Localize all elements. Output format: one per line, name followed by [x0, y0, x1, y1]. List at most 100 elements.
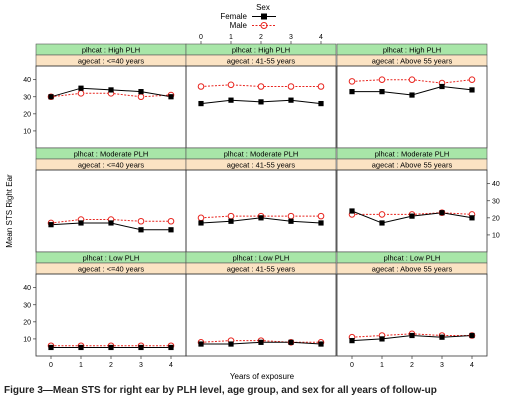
panel-frame	[35, 169, 187, 253]
point-male	[287, 83, 295, 90]
point-female	[78, 85, 84, 91]
x-tick-label: 0	[350, 362, 354, 369]
point-female	[258, 339, 264, 345]
y-tick-label: 10	[23, 128, 31, 135]
point-male	[167, 217, 175, 225]
point-female	[469, 215, 475, 221]
y-tick-label: 10	[492, 232, 500, 239]
panel-frame	[336, 273, 488, 357]
strip-plhcat-label: plhcat : High PLH	[82, 46, 140, 55]
strip-plhcat-label: plhcat : Low PLH	[233, 254, 290, 263]
x-tick-label: 0	[199, 34, 203, 41]
point-female	[469, 87, 475, 93]
point-female	[138, 344, 144, 351]
point-female	[108, 344, 114, 351]
strip-agecat-label: agecat : 41-55 years	[227, 161, 296, 170]
point-female	[318, 341, 324, 347]
point-female	[469, 332, 475, 339]
y-tick-label: 20	[23, 111, 31, 118]
point-female	[138, 227, 144, 233]
point-female	[379, 220, 385, 226]
legend-label-female: Female	[220, 12, 247, 21]
y-tick-label: 40	[23, 285, 31, 292]
y-tick-label: 30	[492, 198, 500, 205]
point-female	[439, 83, 445, 90]
point-female	[288, 339, 294, 345]
point-male	[137, 217, 145, 225]
strip-agecat-label: agecat : Above 55 years	[372, 57, 453, 66]
point-male	[227, 81, 235, 89]
y-axis-title: Mean STS Right Ear	[5, 174, 14, 248]
point-female	[379, 336, 385, 342]
y-tick-label: 30	[23, 302, 31, 309]
point-male	[287, 212, 295, 220]
point-female	[48, 222, 54, 228]
point-male	[77, 90, 85, 97]
x-tick-label: 4	[169, 362, 173, 369]
point-male	[197, 214, 205, 222]
y-tick-label: 20	[492, 215, 500, 222]
point-female	[108, 220, 114, 226]
point-male	[408, 76, 416, 83]
point-male	[197, 83, 205, 90]
legend-marker-male	[260, 22, 268, 29]
point-female	[349, 338, 355, 344]
strip-plhcat-label: plhcat : Low PLH	[384, 254, 441, 263]
x-tick-label: 2	[109, 362, 113, 369]
point-female	[258, 99, 264, 105]
point-female	[439, 210, 445, 216]
strip-agecat-label: agecat : 41-55 years	[227, 57, 296, 66]
point-male	[378, 211, 386, 218]
legend-title: Sex	[256, 3, 270, 12]
y-tick-label: 30	[23, 94, 31, 101]
strip-agecat-label: agecat : <=40 years	[78, 265, 145, 274]
x-tick-label: 3	[440, 362, 444, 369]
point-female	[168, 227, 174, 233]
y-tick-label: 40	[23, 77, 31, 84]
x-tick-label: 2	[259, 34, 263, 41]
legend-label-male: Male	[230, 21, 248, 30]
point-female	[228, 97, 234, 103]
x-tick-label: 3	[289, 34, 293, 41]
point-female	[168, 344, 174, 351]
point-female	[258, 215, 264, 221]
x-tick-label: 0	[49, 362, 53, 369]
panel-frame	[185, 169, 337, 253]
strip-plhcat-label: plhcat : High PLH	[232, 46, 290, 55]
point-male	[137, 93, 145, 101]
point-female	[48, 344, 54, 351]
x-tick-label: 4	[319, 34, 323, 41]
y-tick-label: 40	[492, 181, 500, 188]
y-tick-label: 20	[23, 319, 31, 326]
strip-agecat-label: agecat : <=40 years	[78, 57, 145, 66]
panel-frame	[336, 169, 488, 253]
point-female	[288, 218, 294, 224]
point-female	[409, 332, 415, 339]
x-tick-label: 2	[410, 362, 414, 369]
point-male	[378, 76, 386, 83]
point-female	[48, 94, 54, 100]
point-female	[168, 94, 174, 100]
point-female	[198, 100, 204, 107]
point-female	[228, 341, 234, 347]
figure-caption: Figure 3—Mean STS for right ear by PLH l…	[4, 385, 437, 396]
panel-frame	[35, 65, 187, 149]
strip-plhcat-label: plhcat : Low PLH	[83, 254, 140, 263]
panel-frame	[185, 65, 337, 149]
point-male	[317, 83, 325, 90]
y-tick-label: 10	[23, 336, 31, 343]
point-male	[348, 78, 356, 85]
point-female	[198, 220, 204, 226]
strip-agecat-label: agecat : Above 55 years	[372, 265, 453, 274]
strip-plhcat-label: plhcat : Moderate PLH	[375, 150, 450, 159]
point-female	[409, 213, 415, 219]
strip-plhcat-label: plhcat : High PLH	[383, 46, 441, 55]
strip-plhcat-label: plhcat : Moderate PLH	[224, 150, 299, 159]
point-female	[288, 97, 294, 103]
x-tick-label: 3	[139, 362, 143, 369]
legend-marker-female	[261, 13, 267, 20]
strip-agecat-label: agecat : Above 55 years	[372, 161, 453, 170]
point-female	[78, 344, 84, 351]
point-female	[379, 89, 385, 95]
